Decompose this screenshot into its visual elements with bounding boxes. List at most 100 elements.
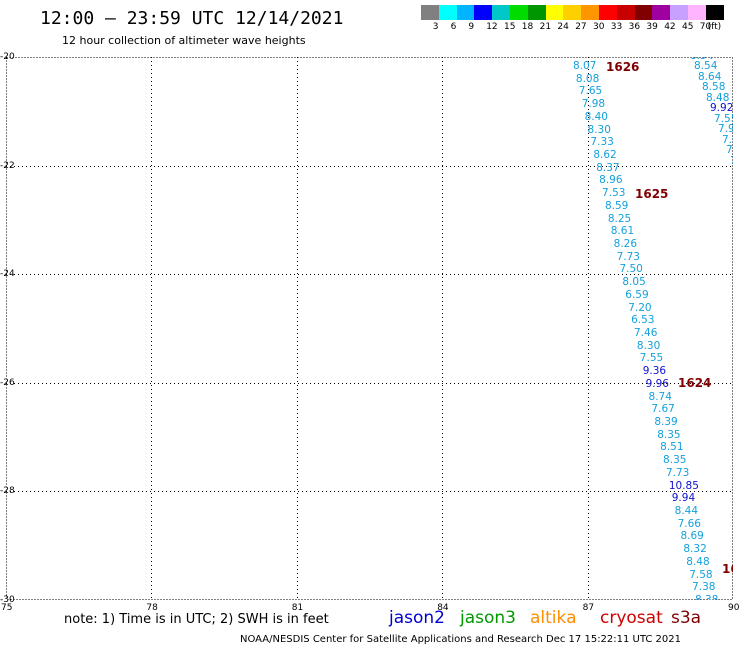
legend-label: 42 [664,22,676,32]
lon-tick-label: 87 [582,603,595,613]
wave-height-value: 8.40 [584,110,608,123]
wave-height-value: 8.64 [698,70,722,83]
legend-swatch [563,5,582,20]
page-title: 12:00 – 23:59 UTC 12/14/2021 [40,8,344,29]
legend-swatch [687,5,706,20]
wave-height-value: 8.48 [686,555,710,568]
legend-label: 6 [450,22,457,32]
pass-number-label: 1625 [635,187,669,201]
wave-height-value: 7.50 [619,263,643,276]
wave-height-value: 8.38 [695,594,719,601]
wave-height-value: 7.73 [616,250,640,263]
legend-label: 30 [593,22,605,32]
legend-swatch [670,5,688,20]
wave-height-value: 7.98 [581,98,606,111]
wave-height-value: 8.26 [613,238,638,250]
wave-height-value: 8.30 [587,123,611,136]
lon-tick-label: 90 [728,603,740,613]
lat-tick-label: -22 [0,160,15,171]
wave-height-value: 8.48 [706,91,730,104]
legend-swatch [616,5,635,20]
wave-height-value: 8.96 [599,174,623,187]
wave-height-value: 8.69 [680,530,704,543]
satellite-name-jason3: jason3 [460,608,516,628]
wave-height-value: 6.53 [631,314,655,327]
pass-number-label: 1624 [678,376,712,390]
wave-height-value: 7.65 [578,85,603,98]
pass-number-label: 21 [724,57,733,60]
wave-height-value: 7. [726,144,733,157]
footer-note: note: 1) Time is in UTC; 2) SWH is in fe… [64,612,329,627]
wave-height-value: 8.44 [674,505,699,517]
credit-line: NOAA/NESDIS Center for Satellite Applica… [240,634,682,645]
wave-height-value: 7.46 [634,327,658,339]
legend-label: 21 [539,22,552,32]
wave-height-value: 8.54 [690,57,713,62]
wave-height-value: 8.37 [596,161,620,174]
legend-label: 45 [682,22,694,32]
wave-height-value: 8.35 [657,428,681,441]
wave-height-value: 7.20 [628,301,652,314]
legend-label: 33 [610,22,623,32]
lat-tick-label: -28 [0,486,15,497]
legend-swatch [492,5,510,20]
wave-height-value: 8.61 [610,225,635,238]
lat-tick-label: -30 [0,595,15,605]
legend-label: (ft) [707,22,722,32]
wave-height-value: 7.55 [639,352,664,365]
legend-swatch [456,5,475,20]
satellite-name-jason2: jason2 [389,608,445,628]
legend-swatch [474,5,493,20]
lon-tick-label: 81 [291,603,304,613]
map-frame [6,57,733,600]
lat-tick-label: -26 [0,377,15,388]
legend-swatch [421,5,439,20]
legend-label: 24 [557,22,569,32]
lat-tick-label: -24 [0,269,15,280]
wave-height-value: 8.54 [694,60,718,73]
wave-height-value: 9.96 [645,377,669,390]
legend-label: 36 [628,22,641,32]
wave-height-value: 8.08 [575,72,600,85]
legend-label: 18 [521,22,534,32]
wave-height-value: 7.73 [665,466,690,479]
legend-swatch [652,5,671,20]
wave-height-value: 6.59 [625,288,649,301]
wave-height-value: 8.58 [702,81,726,94]
wave-height-value: 8.07 [573,60,597,72]
lon-tick-label: 78 [146,603,158,613]
wave-height-value: 8.74 [648,390,672,403]
legend-swatch [509,5,528,20]
wave-height-value: 7.58 [689,568,713,581]
wave-height-value: 9.36 [642,365,667,378]
wave-height-value: 7.6 [722,133,733,146]
wave-height-value: 8.39 [654,416,678,428]
wave-height-value: 7.38 [692,581,716,594]
page-subtitle: 12 hour collection of altimeter wave hei… [62,34,306,47]
legend-swatch [527,5,546,20]
wave-height-value: 9.92 [710,102,733,115]
legend-swatch [545,5,564,20]
legend-label: 27 [575,22,587,32]
wave-height-value: 8.25 [607,212,632,225]
wave-height-value: 8.59 [604,199,629,212]
legend-label: 12 [486,22,498,32]
lon-tick-label: 75 [1,603,13,613]
wave-height-value: 10.85 [668,479,699,492]
wave-height-value: 7. [730,155,733,167]
legend-label: 3 [432,22,439,32]
satellite-name-altika: altika [530,608,577,628]
legend-label: 70 [699,22,712,32]
satellite-name-cryosat: cryosat [600,608,663,628]
legend-label: 15 [504,22,516,32]
satellite-name-s3a: s3a [671,608,702,628]
lon-tick-label: 84 [437,603,449,613]
wave-height-value: 8.32 [683,543,707,556]
map-plot-area: 8.07 8.08 7.65 7.98 8.40 8.30 7.33 8.62 8.37 8.96… [6,57,733,600]
pass-number-label: 1626 [606,60,640,74]
legend-swatch [598,5,617,20]
wave-height-value: 7.66 [677,517,701,530]
legend-swatch [581,5,599,20]
legend-swatch [438,5,457,20]
legend-label: 9 [468,22,475,32]
